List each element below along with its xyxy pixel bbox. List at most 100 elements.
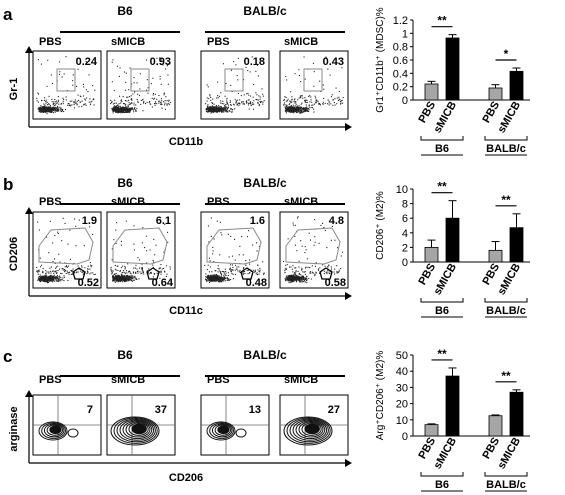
event-dot bbox=[305, 249, 307, 251]
event-dot bbox=[53, 109, 55, 111]
event-dot bbox=[39, 276, 41, 278]
event-dot bbox=[211, 105, 213, 107]
event-dot bbox=[331, 94, 333, 96]
event-dot bbox=[113, 107, 115, 109]
event-dot bbox=[295, 271, 297, 273]
event-dot bbox=[304, 279, 306, 281]
event-dot bbox=[235, 100, 237, 102]
event-dot bbox=[235, 64, 237, 66]
y-tick-label: 2 bbox=[402, 242, 408, 254]
event-dot bbox=[224, 109, 226, 111]
event-dot bbox=[293, 108, 295, 110]
contour-ring bbox=[110, 416, 160, 446]
event-dot bbox=[292, 107, 294, 109]
event-dot bbox=[215, 280, 217, 282]
event-dot bbox=[146, 89, 148, 91]
y-tick-label: 0.2 bbox=[393, 82, 408, 94]
event-dot bbox=[156, 103, 158, 105]
event-dot bbox=[293, 111, 295, 113]
quadrant-percentage: 27 bbox=[328, 404, 340, 416]
event-dot bbox=[289, 109, 291, 111]
event-dot bbox=[248, 108, 250, 110]
event-dot bbox=[164, 271, 166, 273]
event-dot bbox=[115, 102, 117, 104]
event-dot bbox=[227, 106, 229, 108]
event-dot bbox=[219, 109, 221, 111]
event-dot bbox=[333, 102, 335, 104]
event-dot bbox=[284, 272, 286, 274]
event-dot bbox=[120, 280, 122, 282]
event-dot bbox=[45, 278, 47, 280]
event-dot bbox=[46, 107, 48, 109]
event-dot bbox=[122, 276, 124, 278]
event-dot bbox=[303, 279, 305, 281]
event-dot bbox=[118, 276, 120, 278]
event-dot bbox=[39, 107, 41, 109]
event-dot bbox=[149, 272, 151, 274]
event-dot bbox=[206, 111, 208, 113]
event-dot bbox=[213, 109, 215, 111]
event-dot bbox=[74, 101, 76, 103]
gate-large bbox=[285, 227, 341, 265]
event-dot bbox=[215, 110, 217, 112]
event-dot bbox=[38, 229, 40, 231]
event-dot bbox=[125, 220, 127, 222]
event-dot bbox=[131, 102, 133, 104]
event-dot bbox=[63, 280, 65, 282]
event-dot bbox=[61, 273, 63, 275]
event-dot bbox=[117, 265, 119, 267]
event-dot bbox=[128, 89, 130, 91]
event-dot bbox=[290, 109, 292, 111]
event-dot bbox=[216, 107, 218, 109]
event-dot bbox=[332, 104, 334, 106]
event-dot bbox=[123, 107, 125, 109]
event-dot bbox=[290, 280, 292, 282]
event-dot bbox=[116, 109, 118, 111]
event-dot bbox=[284, 110, 286, 112]
event-dot bbox=[131, 107, 133, 109]
event-dot bbox=[133, 279, 135, 281]
event-dot bbox=[248, 102, 250, 104]
event-dot bbox=[295, 111, 297, 113]
event-dot bbox=[73, 107, 75, 109]
event-dot bbox=[206, 278, 208, 280]
event-dot bbox=[49, 275, 51, 277]
event-dot bbox=[215, 270, 217, 272]
event-dot bbox=[41, 276, 43, 278]
event-dot bbox=[142, 227, 144, 229]
event-dot bbox=[135, 104, 137, 106]
event-dot bbox=[112, 275, 114, 277]
event-dot bbox=[127, 107, 129, 109]
contour-ring bbox=[295, 420, 326, 440]
y-tick-label: 0.8 bbox=[393, 42, 408, 54]
event-dot bbox=[287, 106, 289, 108]
event-dot bbox=[288, 280, 290, 282]
event-dot bbox=[214, 277, 216, 279]
event-dot bbox=[230, 104, 232, 106]
event-dot bbox=[78, 99, 80, 101]
treatment-label: sMICB bbox=[284, 374, 318, 386]
event-dot bbox=[115, 277, 117, 279]
event-dot bbox=[296, 250, 298, 252]
event-dot bbox=[75, 102, 77, 104]
event-dot bbox=[214, 275, 216, 277]
event-dot bbox=[292, 106, 294, 108]
event-dot bbox=[300, 106, 302, 108]
event-dot bbox=[294, 276, 296, 278]
event-dot bbox=[161, 103, 163, 105]
event-dot bbox=[124, 112, 126, 114]
event-dot bbox=[289, 277, 291, 279]
event-dot bbox=[224, 106, 226, 108]
event-dot bbox=[294, 272, 296, 274]
event-dot bbox=[40, 110, 42, 112]
event-dot bbox=[294, 274, 296, 276]
strain-label: B6 bbox=[117, 4, 133, 18]
event-dot bbox=[245, 260, 247, 262]
event-dot bbox=[234, 259, 236, 261]
event-dot bbox=[298, 97, 300, 99]
event-dot bbox=[125, 279, 127, 281]
plot-frame bbox=[32, 211, 102, 289]
event-dot bbox=[336, 103, 338, 105]
event-dot bbox=[136, 270, 138, 272]
event-dot bbox=[64, 266, 66, 268]
